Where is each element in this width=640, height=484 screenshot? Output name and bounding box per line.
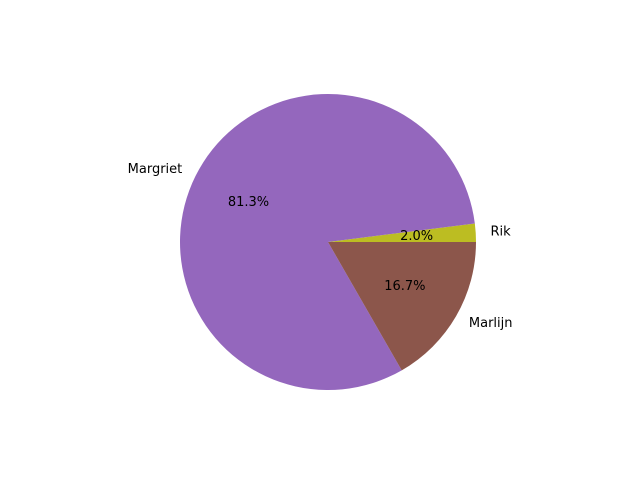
slices-layer [180, 94, 476, 390]
labels-layer: Rik 2.0% Margriet 81.3% Marlijn 16.7% [128, 162, 513, 331]
slice-percent-margriet: 81.3% [228, 195, 269, 210]
slice-label-margriet: Margriet [128, 162, 183, 177]
slice-percent-marlijn: 16.7% [384, 279, 425, 294]
pie-slice-rik [328, 223, 476, 242]
slice-label-marlijn: Marlijn [469, 316, 513, 331]
slice-label-rik: Rik [490, 224, 511, 239]
slice-percent-rik: 2.0% [400, 229, 433, 244]
pie-slice-margriet [180, 94, 475, 390]
pie-slice-marlijn [328, 242, 476, 371]
